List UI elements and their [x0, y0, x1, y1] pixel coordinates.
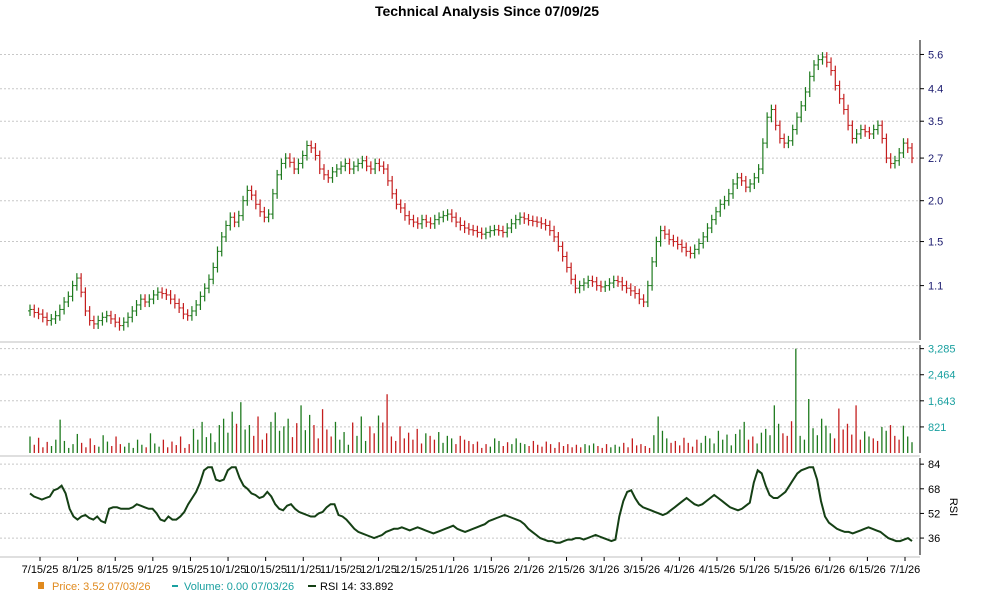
volume-grid — [0, 348, 920, 428]
x-tick-label: 9/15/25 — [172, 564, 209, 576]
x-tick-label: 10/1/25 — [210, 564, 247, 576]
x-tick-label: 8/15/25 — [97, 564, 134, 576]
x-tick-label: 3/1/26 — [589, 564, 620, 576]
x-tick-label: 12/15/25 — [395, 564, 438, 576]
volume-tick-label: 2,464 — [928, 370, 956, 382]
price-panel: 5.6 4.4 3.5 2.7 2.0 1.5 1.1 — [0, 40, 943, 340]
rsi-tick-label: 36 — [928, 533, 940, 545]
rsi-panel: 84 68 52 36 RSI — [0, 458, 959, 555]
price-bars — [28, 52, 914, 331]
x-tick-label: 4/15/26 — [699, 564, 736, 576]
x-tick-label: 7/15/25 — [22, 564, 59, 576]
rsi-grid — [0, 463, 920, 539]
x-tick-label: 5/15/26 — [774, 564, 811, 576]
x-tick-label: 11/15/25 — [320, 564, 362, 576]
rsi-tick-label: 68 — [928, 484, 940, 496]
volume-tick-label: 3,285 — [928, 344, 956, 356]
x-tick-label: 11/1/25 — [285, 564, 321, 576]
x-tick-label: 1/15/26 — [473, 564, 510, 576]
volume-bars — [29, 348, 913, 453]
price-tick-label: 2.0 — [928, 196, 943, 208]
volume-panel: 3,285 2,464 1,643 821 — [0, 344, 956, 453]
volume-tick-label: 1,643 — [928, 396, 956, 408]
price-grid — [0, 53, 920, 287]
legend: Price: 3.52 07/03/26 Volume: 0.00 07/03/… — [38, 581, 393, 593]
price-tick-label: 4.4 — [928, 84, 943, 96]
price-tick-label: 2.7 — [928, 153, 943, 165]
chart-title: Technical Analysis Since 07/09/25 — [375, 3, 599, 19]
rsi-axis-label: RSI — [947, 498, 959, 516]
rsi-tick-label: 84 — [928, 459, 940, 471]
x-tick-label: 2/15/26 — [548, 564, 585, 576]
x-tick-label: 3/15/26 — [623, 564, 660, 576]
legend-price: Price: 3.52 07/03/26 — [52, 581, 150, 593]
x-tick-label: 6/15/26 — [849, 564, 886, 576]
rsi-axis-ticks: 84 68 52 36 — [920, 459, 940, 545]
price-tick-label: 3.5 — [928, 116, 943, 128]
rsi-line — [29, 466, 913, 544]
price-axis-ticks: 5.6 4.4 3.5 2.7 2.0 1.5 1.1 — [920, 49, 943, 293]
volume-axis-ticks: 3,285 2,464 1,643 821 — [920, 344, 956, 434]
legend-price-swatch — [38, 582, 44, 589]
x-tick-label: 1/1/26 — [438, 564, 469, 576]
x-tick-label: 10/15/25 — [244, 564, 287, 576]
x-axis-ticks: 7/15/25 8/1/25 8/15/25 9/1/25 9/15/25 10/1/25… — [0, 341, 921, 576]
price-tick-label: 1.5 — [928, 237, 943, 249]
x-tick-label: 5/1/26 — [739, 564, 770, 576]
x-tick-label: 6/1/26 — [814, 564, 845, 576]
x-tick-label: 12/1/25 — [360, 564, 397, 576]
price-tick-label: 1.1 — [928, 281, 943, 293]
legend-rsi: RSI 14: 33.892 — [320, 581, 393, 593]
x-tick-label: 4/1/26 — [664, 564, 695, 576]
price-tick-label: 5.6 — [928, 49, 943, 61]
x-tick-label: 2/1/26 — [514, 564, 545, 576]
rsi-tick-label: 52 — [928, 508, 940, 520]
x-tick-label: 7/1/26 — [890, 564, 921, 576]
volume-tick-label: 821 — [928, 422, 946, 434]
x-tick-label: 9/1/25 — [138, 564, 169, 576]
legend-volume: Volume: 0.00 07/03/26 — [184, 581, 294, 593]
x-tick-label: 8/1/25 — [62, 564, 93, 576]
